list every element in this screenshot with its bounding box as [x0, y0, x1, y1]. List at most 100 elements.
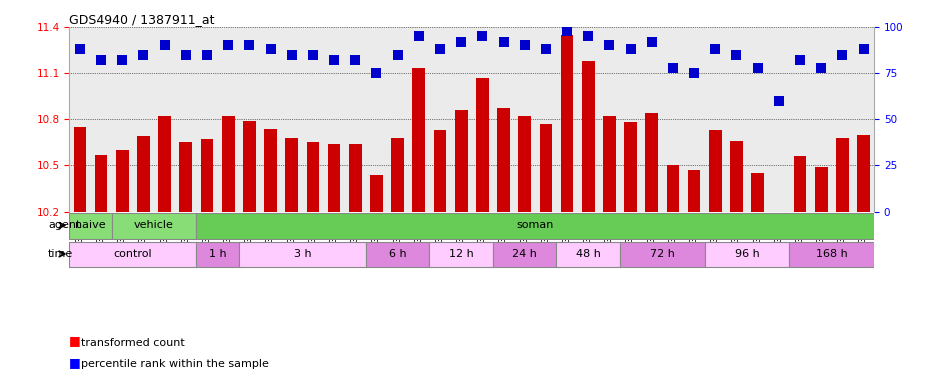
Bar — [539, 124, 552, 212]
Text: GSM338877: GSM338877 — [181, 212, 191, 258]
Text: vehicle: vehicle — [134, 220, 174, 230]
Text: 24 h: 24 h — [512, 249, 537, 259]
Point — [72, 46, 87, 52]
Point — [686, 70, 701, 76]
Text: GSM338878: GSM338878 — [541, 212, 550, 258]
Text: GSM338880: GSM338880 — [203, 212, 212, 258]
Bar — [222, 116, 235, 212]
Text: GSM338889: GSM338889 — [753, 212, 762, 258]
Text: GSM338858: GSM338858 — [96, 212, 105, 258]
Text: 168 h: 168 h — [816, 249, 847, 259]
Bar — [158, 116, 171, 212]
Bar — [620, 242, 705, 267]
Text: percentile rank within the sample: percentile rank within the sample — [81, 359, 269, 369]
Text: GSM338871: GSM338871 — [414, 212, 424, 258]
Point — [665, 65, 680, 71]
Point — [538, 46, 553, 52]
Point — [327, 57, 341, 63]
Bar — [196, 213, 874, 239]
Text: GSM338870: GSM338870 — [393, 212, 402, 258]
Point — [179, 51, 193, 58]
Bar — [196, 242, 239, 267]
Bar — [179, 142, 192, 212]
Bar — [94, 155, 107, 212]
Text: agent: agent — [48, 220, 80, 230]
Text: GSM338865: GSM338865 — [288, 212, 296, 258]
Bar — [557, 242, 620, 267]
Bar — [69, 242, 196, 267]
Bar — [434, 130, 447, 212]
Point — [835, 51, 850, 58]
Text: GSM338892: GSM338892 — [817, 212, 826, 258]
Bar — [646, 113, 658, 212]
Text: GSM338875: GSM338875 — [499, 212, 508, 258]
Bar — [476, 78, 488, 212]
Text: GSM338863: GSM338863 — [266, 212, 275, 258]
Text: GSM338859: GSM338859 — [117, 212, 127, 258]
Text: GSM338884: GSM338884 — [648, 212, 656, 258]
Bar — [667, 166, 679, 212]
Point — [390, 51, 405, 58]
Point — [645, 39, 660, 45]
Point — [242, 42, 257, 48]
Bar — [239, 242, 366, 267]
Point — [475, 33, 489, 39]
Bar — [561, 35, 574, 212]
Text: GSM338890: GSM338890 — [774, 212, 783, 258]
Text: naive: naive — [75, 220, 105, 230]
Bar — [69, 213, 112, 239]
Bar — [836, 138, 849, 212]
Point — [771, 98, 786, 104]
Text: GSM338891: GSM338891 — [796, 212, 805, 258]
Text: GSM338883: GSM338883 — [626, 212, 635, 258]
Point — [93, 57, 108, 63]
Point — [857, 46, 871, 52]
Text: GSM338881: GSM338881 — [584, 212, 593, 258]
Text: time: time — [48, 249, 73, 259]
Bar — [497, 109, 510, 212]
Bar — [518, 116, 531, 212]
Bar — [582, 61, 595, 212]
Text: 1 h: 1 h — [209, 249, 227, 259]
Text: soman: soman — [516, 220, 554, 230]
Point — [200, 51, 215, 58]
Text: GSM338866: GSM338866 — [308, 212, 317, 258]
Text: 48 h: 48 h — [575, 249, 600, 259]
Bar — [201, 139, 214, 212]
Text: GSM338882: GSM338882 — [605, 212, 614, 258]
Text: 6 h: 6 h — [388, 249, 406, 259]
Point — [136, 51, 151, 58]
Bar — [74, 127, 86, 212]
Bar — [789, 242, 874, 267]
Bar — [857, 135, 869, 212]
Text: GSM338874: GSM338874 — [478, 212, 487, 258]
Bar — [306, 142, 319, 212]
Text: 96 h: 96 h — [734, 249, 759, 259]
Text: GSM338868: GSM338868 — [351, 212, 360, 258]
Text: ■: ■ — [69, 356, 81, 369]
Point — [369, 70, 384, 76]
Bar — [370, 175, 383, 212]
Bar — [751, 173, 764, 212]
Point — [284, 51, 299, 58]
Bar — [705, 242, 789, 267]
Point — [729, 51, 744, 58]
Bar — [349, 144, 362, 212]
Point — [602, 42, 617, 48]
Text: 3 h: 3 h — [293, 249, 311, 259]
Text: GSM338887: GSM338887 — [710, 212, 720, 258]
Text: ■: ■ — [69, 334, 81, 348]
Bar — [243, 121, 255, 212]
Bar — [286, 138, 298, 212]
Text: GSM338857: GSM338857 — [76, 212, 84, 258]
Point — [750, 65, 765, 71]
Bar — [603, 116, 616, 212]
Point — [263, 46, 278, 52]
Text: control: control — [114, 249, 153, 259]
Text: GDS4940 / 1387911_at: GDS4940 / 1387911_at — [69, 13, 215, 26]
Bar — [688, 170, 700, 212]
Bar — [794, 156, 807, 212]
Point — [221, 42, 236, 48]
Point — [517, 42, 532, 48]
Point — [581, 33, 596, 39]
